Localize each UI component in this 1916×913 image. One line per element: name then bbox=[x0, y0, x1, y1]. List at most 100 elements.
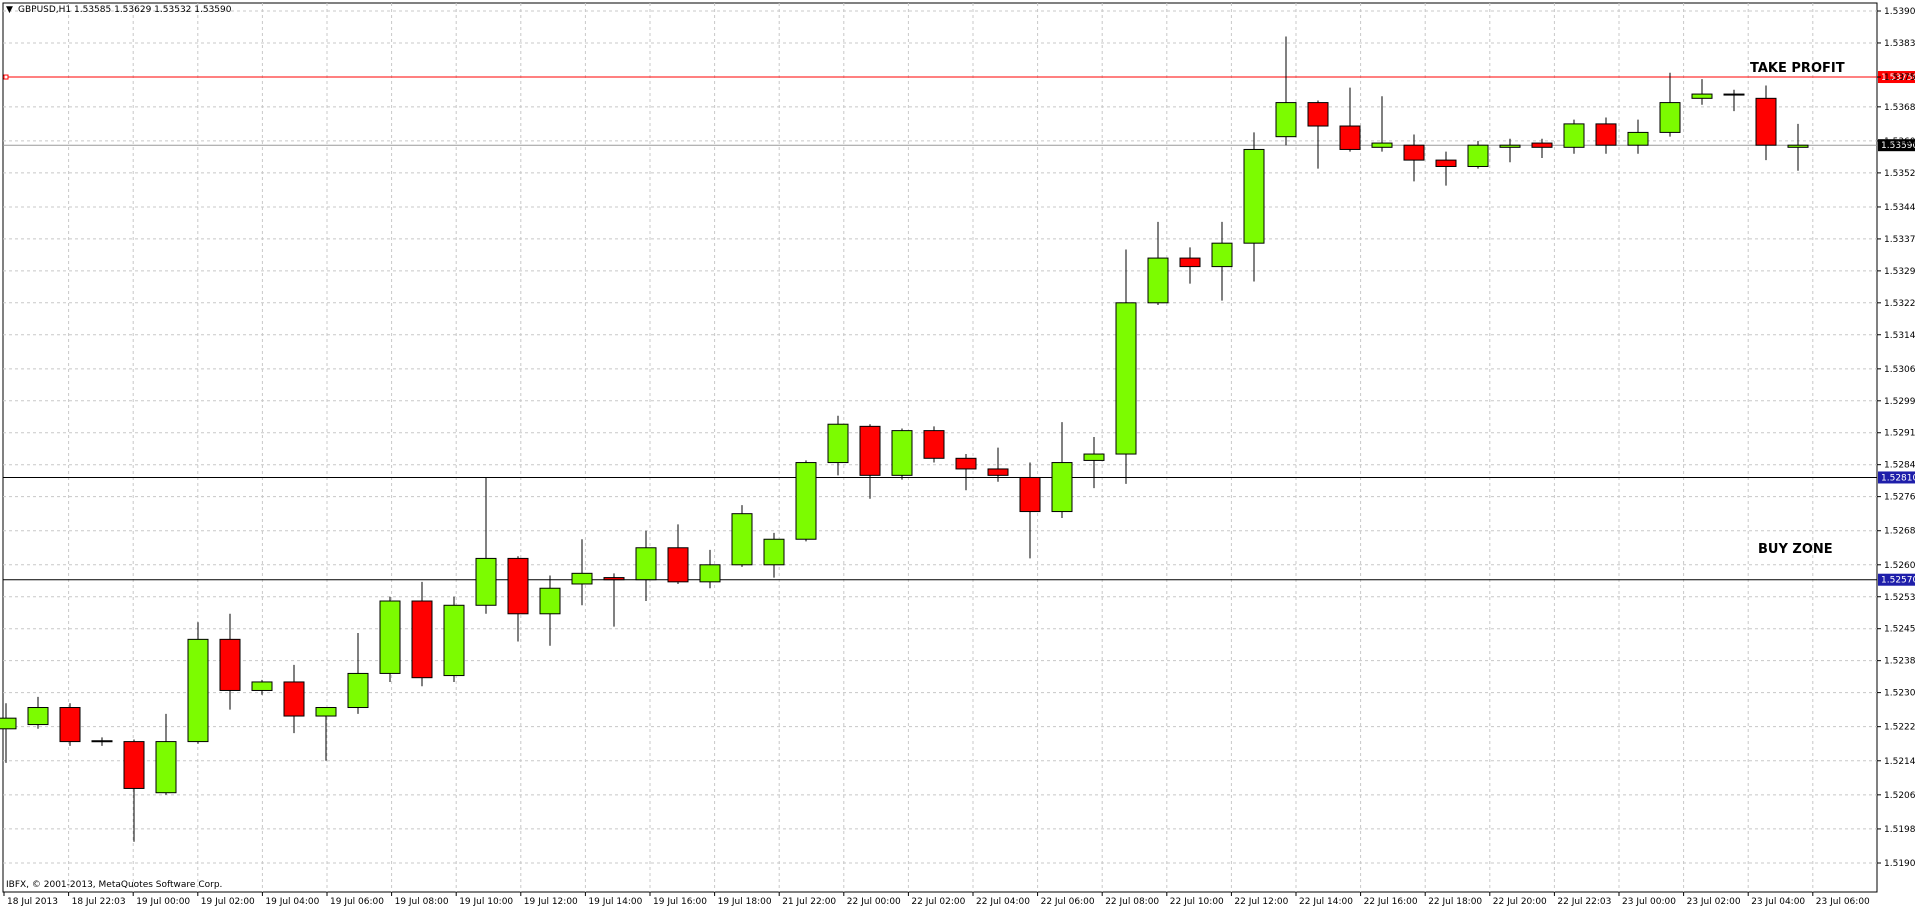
copyright-notice: IBFX, © 2001-2013, MetaQuotes Software C… bbox=[6, 880, 222, 890]
price-tick-label: 1.52380 bbox=[1884, 657, 1916, 667]
candle bbox=[1115, 249, 1137, 484]
candle bbox=[475, 477, 497, 614]
candle bbox=[1531, 138, 1553, 158]
candle-body bbox=[699, 564, 721, 583]
candle bbox=[731, 505, 753, 567]
symbol-ohlc-label: GBPUSD,H1 1.53585 1.53629 1.53532 1.5359… bbox=[18, 5, 232, 15]
candle-body bbox=[859, 425, 881, 476]
price-tick-label: 1.52065 bbox=[1884, 791, 1916, 801]
candle-body bbox=[1563, 123, 1585, 148]
candle bbox=[699, 549, 721, 589]
time-tick-label: 23 Jul 00:00 bbox=[1622, 897, 1676, 907]
candle-body bbox=[187, 638, 209, 743]
grid-layer bbox=[3, 3, 1877, 892]
candles-layer bbox=[0, 36, 1809, 842]
candle bbox=[539, 575, 561, 646]
candle bbox=[1211, 221, 1233, 301]
candle-body bbox=[251, 681, 273, 691]
candle bbox=[1051, 422, 1073, 518]
time-tick-label: 19 Jul 02:00 bbox=[201, 897, 255, 907]
candle bbox=[1499, 138, 1521, 163]
line-anchor-handle[interactable] bbox=[3, 74, 9, 80]
candle-body bbox=[827, 423, 849, 464]
price-tick-label: 1.53750 bbox=[1884, 73, 1916, 83]
candle bbox=[1275, 36, 1297, 146]
price-badge-label: 1.52570 bbox=[1881, 576, 1916, 586]
candle bbox=[315, 707, 337, 761]
candle-body bbox=[315, 707, 337, 717]
candle-body bbox=[347, 672, 369, 709]
candle-body bbox=[155, 741, 177, 794]
price-tick-label: 1.53680 bbox=[1884, 103, 1916, 113]
candle bbox=[1307, 100, 1329, 169]
candle bbox=[667, 524, 689, 584]
candle-body bbox=[539, 587, 561, 615]
candle bbox=[123, 739, 145, 842]
candle-body bbox=[27, 707, 49, 726]
price-badge-label: 1.52810 bbox=[1881, 473, 1916, 483]
candle-body bbox=[1211, 242, 1233, 268]
candle bbox=[1243, 132, 1265, 282]
candle bbox=[635, 530, 657, 602]
candle-body bbox=[1115, 302, 1137, 455]
candle bbox=[1659, 72, 1681, 137]
price-tick-label: 1.52765 bbox=[1884, 493, 1916, 503]
candle bbox=[795, 460, 817, 542]
time-tick-label: 19 Jul 16:00 bbox=[653, 897, 707, 907]
candle-body bbox=[763, 538, 785, 566]
candle-body bbox=[219, 638, 241, 691]
price-tick-label: 1.52990 bbox=[1884, 397, 1916, 407]
time-tick-label: 19 Jul 10:00 bbox=[459, 897, 513, 907]
candle-body bbox=[283, 681, 305, 717]
take-profit-label: TAKE PROFIT bbox=[1750, 61, 1845, 76]
buy-zone-price-badge bbox=[1878, 471, 1915, 484]
candle-body bbox=[571, 572, 593, 585]
buy-zone-price-badge bbox=[1878, 573, 1915, 586]
time-tick-label: 21 Jul 22:00 bbox=[782, 897, 836, 907]
candle bbox=[1595, 117, 1617, 154]
time-tick-label: 18 Jul 2013 bbox=[7, 897, 58, 907]
chart-menu-icon[interactable]: ▼ bbox=[6, 5, 13, 15]
price-tick-label: 1.53065 bbox=[1884, 365, 1916, 375]
candle-body bbox=[1659, 102, 1681, 133]
price-tick-label: 1.52530 bbox=[1884, 593, 1916, 603]
candle bbox=[763, 532, 785, 578]
horizontal-lines-layer: 1.53750 1.52810 1.52570 1.53590 bbox=[3, 71, 1916, 586]
buy-zone-label: BUY ZONE bbox=[1758, 542, 1833, 557]
candle-body bbox=[923, 430, 945, 459]
time-tick-label: 19 Jul 14:00 bbox=[588, 897, 642, 907]
candle-body bbox=[1787, 144, 1809, 148]
candle-body bbox=[1275, 102, 1297, 138]
candle-body bbox=[1595, 123, 1617, 146]
current-price-badge bbox=[1878, 139, 1915, 152]
candle bbox=[27, 696, 49, 729]
time-tick-label: 22 Jul 02:00 bbox=[911, 897, 965, 907]
candle-body bbox=[1243, 148, 1265, 244]
candle bbox=[1019, 462, 1041, 559]
chart-header[interactable]: ▼ GBPUSD,H1 1.53585 1.53629 1.53532 1.53… bbox=[6, 5, 232, 15]
time-tick-label: 19 Jul 06:00 bbox=[330, 897, 384, 907]
price-badge-label: 1.53750 bbox=[1881, 73, 1916, 83]
candle bbox=[1787, 123, 1809, 171]
candle-body bbox=[411, 600, 433, 679]
price-tick-label: 1.53830 bbox=[1884, 39, 1916, 49]
time-tick-label: 19 Jul 00:00 bbox=[136, 897, 190, 907]
candle-body bbox=[475, 557, 497, 606]
candle-body bbox=[123, 741, 145, 789]
candle-body bbox=[443, 604, 465, 677]
price-tick-label: 1.53370 bbox=[1884, 235, 1916, 245]
time-tick-label: 22 Jul 00:00 bbox=[847, 897, 901, 907]
candle bbox=[1339, 87, 1361, 152]
candle bbox=[1435, 151, 1457, 186]
candle bbox=[1083, 437, 1105, 489]
time-tick-label: 22 Jul 04:00 bbox=[976, 897, 1030, 907]
candle-body bbox=[1435, 159, 1457, 167]
price-axis: 1.539051.538301.537501.536801.536001.535… bbox=[1877, 7, 1916, 869]
time-tick-label: 22 Jul 06:00 bbox=[1041, 897, 1095, 907]
candle-body bbox=[1179, 257, 1201, 268]
time-tick-label: 22 Jul 14:00 bbox=[1299, 897, 1353, 907]
price-tick-label: 1.53295 bbox=[1884, 267, 1916, 277]
price-tick-label: 1.52685 bbox=[1884, 527, 1916, 537]
candle bbox=[827, 415, 849, 476]
